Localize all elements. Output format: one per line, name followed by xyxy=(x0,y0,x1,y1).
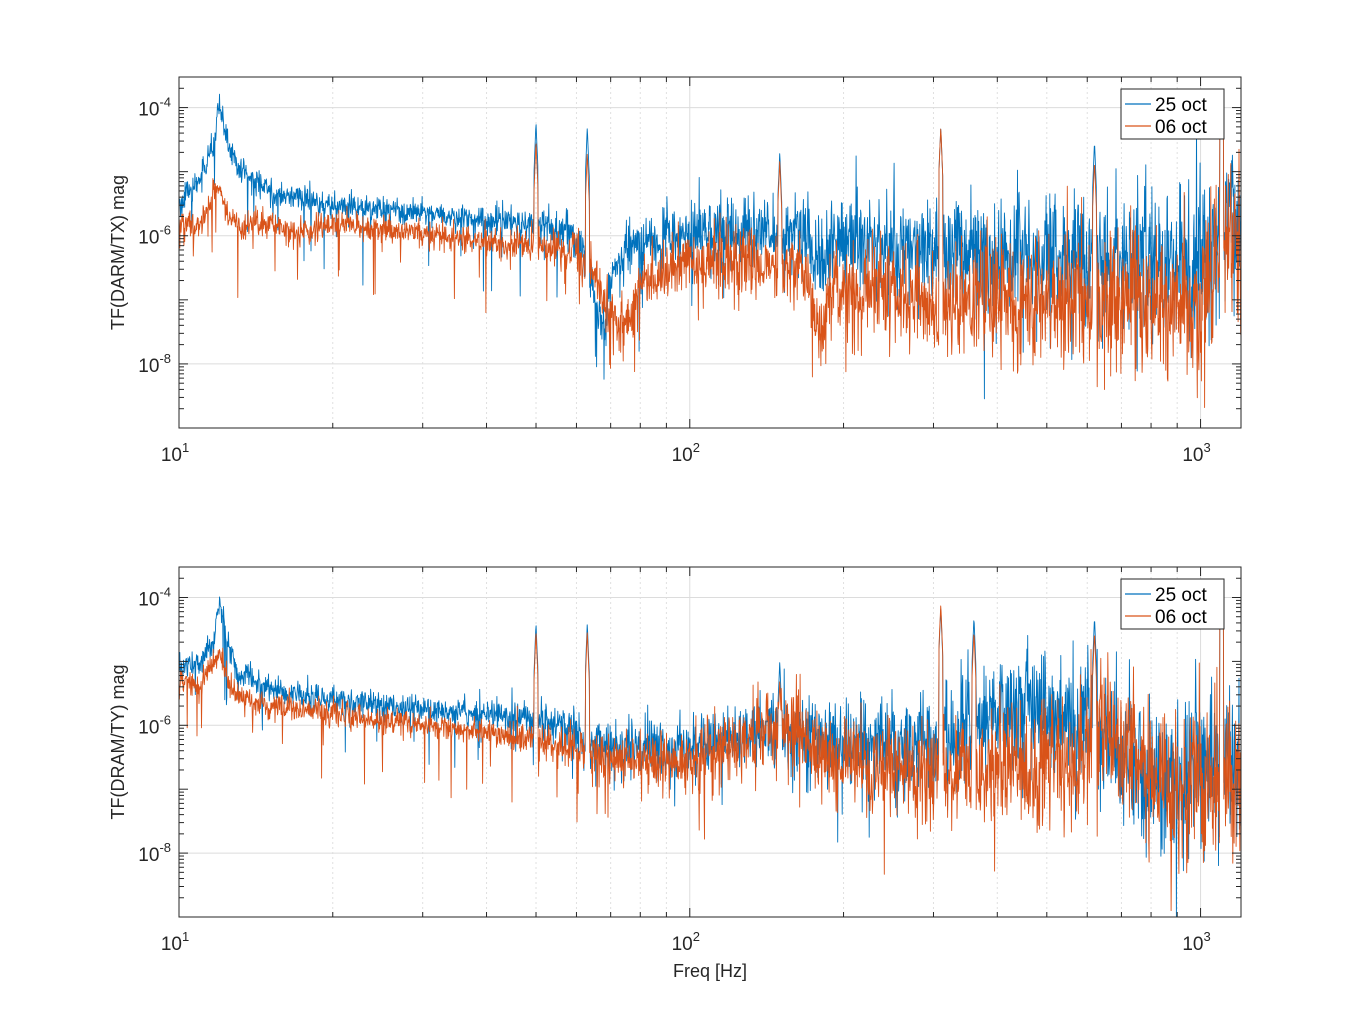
top-y-axis-label: TF(DARM/TX) mag xyxy=(108,175,128,330)
top-ticks xyxy=(178,77,1241,429)
legend-entry-label: 06 oct xyxy=(1155,607,1207,628)
x-tick-label: 103 xyxy=(1182,440,1210,466)
bottom-ticks xyxy=(178,567,1241,918)
legend-entry-label: 06 oct xyxy=(1155,117,1207,138)
bottom-x-axis-label: Freq [Hz] xyxy=(673,961,747,981)
x-tick-label: 101 xyxy=(161,440,189,466)
y-tick-label: 10-4 xyxy=(138,584,171,610)
x-tick-label: 102 xyxy=(672,440,700,466)
bottom-series-group xyxy=(179,580,1241,917)
top-axes-frame xyxy=(178,76,1242,429)
series-line-25-oct xyxy=(179,580,1241,917)
series-line-25-oct xyxy=(179,90,1241,400)
bottom-tick-labels: 101 102 103 10-8 10-6 10-4 xyxy=(138,584,1210,955)
top-plot: 101 102 103 10-8 10-6 10-4 TF(DARM/TX) mag 25… xyxy=(108,76,1242,466)
series-line-06-oct xyxy=(179,90,1241,408)
series-line-06-oct xyxy=(179,580,1241,912)
legend-entry-label: 25 oct xyxy=(1155,95,1207,116)
y-tick-label: 10-6 xyxy=(138,223,171,249)
top-tick-labels: 101 102 103 10-8 10-6 10-4 xyxy=(138,95,1210,466)
bottom-y-axis-label: TF(DRAM/TY) mag xyxy=(108,665,128,820)
y-tick-label: 10-8 xyxy=(138,840,171,866)
y-tick-label: 10-4 xyxy=(138,95,171,121)
legend-box xyxy=(1120,578,1225,630)
bottom-axes-frame xyxy=(178,566,1242,918)
y-tick-label: 10-8 xyxy=(138,351,171,377)
legend-entry-label: 25 oct xyxy=(1155,585,1207,606)
x-tick-label: 103 xyxy=(1182,929,1210,955)
y-tick-label: 10-6 xyxy=(138,712,171,738)
legend-box xyxy=(1120,88,1225,140)
bottom-plot: 101 102 103 10-8 10-6 10-4 TF(DRAM/TY) mag Fr… xyxy=(108,566,1242,981)
top-series-group xyxy=(179,90,1241,408)
x-tick-label: 102 xyxy=(672,929,700,955)
x-tick-label: 101 xyxy=(161,929,189,955)
